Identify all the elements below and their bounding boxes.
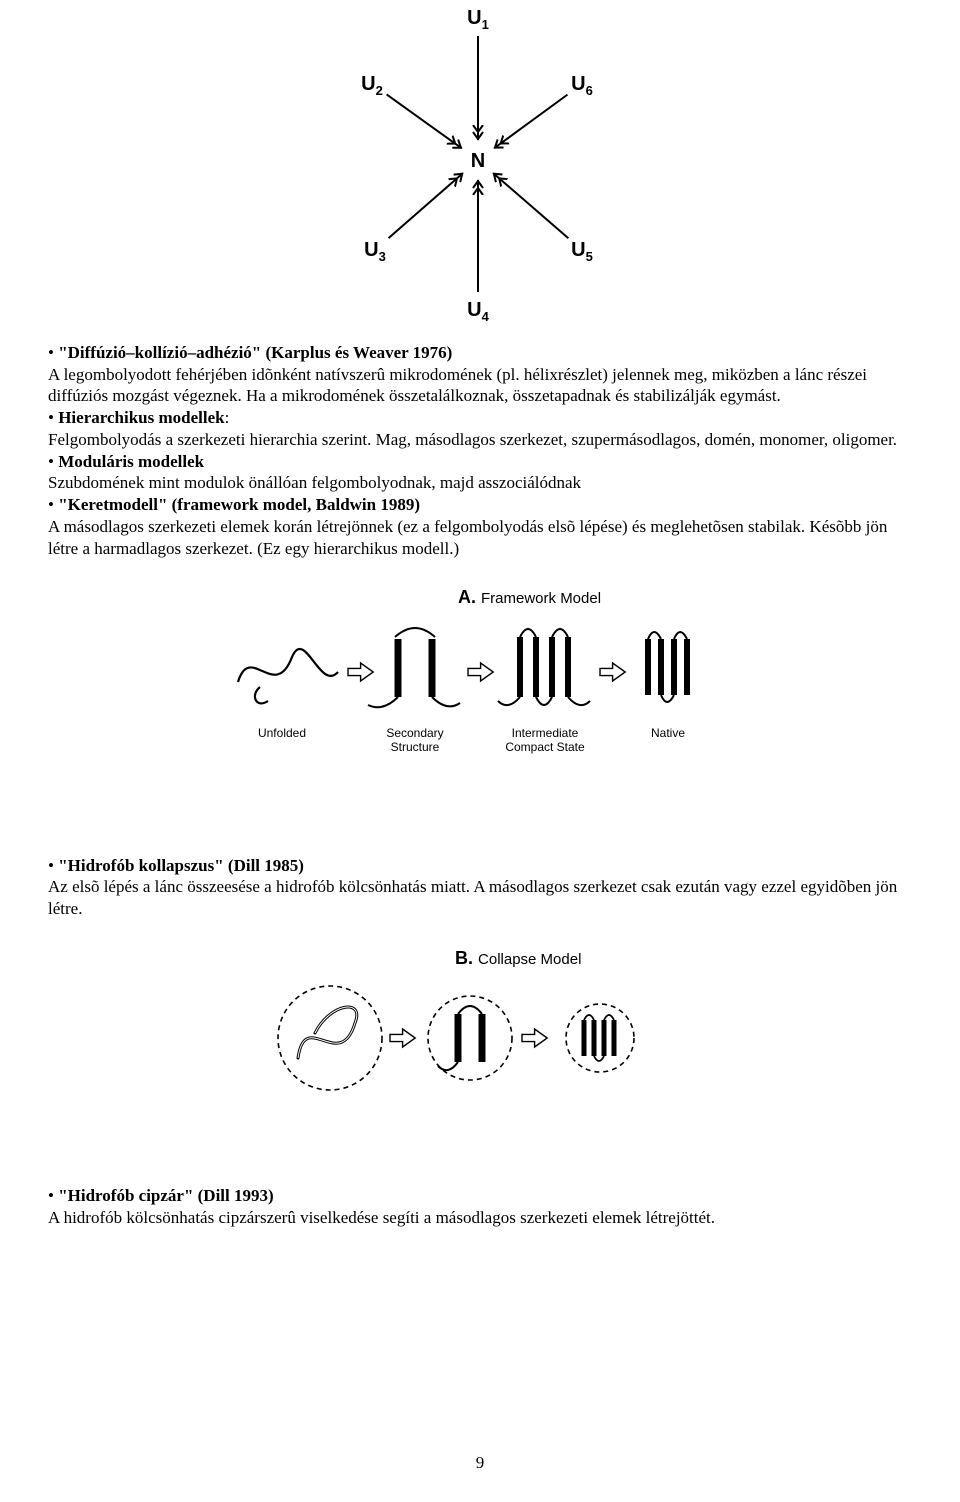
svg-text:Secondary: Secondary: [386, 726, 443, 740]
figure-b: B. Collapse Model: [48, 948, 912, 1114]
svg-text:B. Collapse Model: B. Collapse Model: [455, 948, 581, 968]
svg-text:U3: U3: [364, 239, 386, 264]
section3-para: • Moduláris modellek Szubdomének mint mo…: [48, 451, 912, 495]
section1-body: A legombolyodott fehérjében idõnként nat…: [48, 365, 867, 406]
svg-text:N: N: [471, 150, 485, 172]
figure-a: A. Framework Model Unfolded SecondaryStruc…: [48, 587, 912, 783]
section3-body: Szubdomének mint modulok önállóan felgom…: [48, 473, 581, 492]
section6-para: • "Hidrofób cipzár" (Dill 1993) A hidrof…: [48, 1185, 912, 1229]
svg-text:U2: U2: [361, 73, 383, 98]
section5-heading: "Hidrofób kollapszus" (Dill 1985): [58, 856, 304, 875]
section2-heading: Hierarchikus modellek: [58, 408, 224, 427]
section5-body: Az elsõ lépés a lánc összeesése a hidrof…: [48, 877, 897, 918]
section5-para: • "Hidrofób kollapszus" (Dill 1985) Az e…: [48, 855, 912, 920]
section2-body: Felgombolyodás a szerkezeti hierarchia s…: [48, 430, 897, 449]
diagram-u-n: U1 U2 U3 U4 U5 U6 N: [48, 10, 912, 336]
svg-text:U1: U1: [467, 10, 489, 32]
section1-heading: "Diffúzió–kollízió–adhézió" (Karplus és …: [58, 343, 452, 362]
section1-para: • "Diffúzió–kollízió–adhézió" (Karplus é…: [48, 342, 912, 407]
svg-text:Structure: Structure: [391, 740, 440, 754]
section3-heading: Moduláris modellek: [58, 452, 204, 471]
section4-para: • "Keretmodell" (framework model, Baldwi…: [48, 494, 912, 559]
page-number: 9: [0, 1452, 960, 1474]
svg-text:Compact State: Compact State: [505, 740, 585, 754]
section4-heading: "Keretmodell" (framework model, Baldwin …: [58, 495, 420, 514]
svg-text:U5: U5: [571, 239, 593, 264]
section6-heading: "Hidrofób cipzár" (Dill 1993): [58, 1186, 273, 1205]
svg-text:Intermediate: Intermediate: [512, 726, 579, 740]
section4-body: A másodlagos szerkezeti elemek korán lét…: [48, 517, 887, 558]
svg-text:U4: U4: [467, 299, 489, 324]
svg-text:U6: U6: [571, 73, 593, 98]
svg-text:Native: Native: [651, 726, 685, 740]
section2-para: • Hierarchikus modellek: Felgombolyodás …: [48, 407, 912, 451]
svg-text:Unfolded: Unfolded: [258, 726, 306, 740]
svg-text:A. Framework Model: A. Framework Model: [458, 587, 601, 607]
section6-body: A hidrofób kölcsönhatás cipzárszerû vise…: [48, 1208, 715, 1227]
